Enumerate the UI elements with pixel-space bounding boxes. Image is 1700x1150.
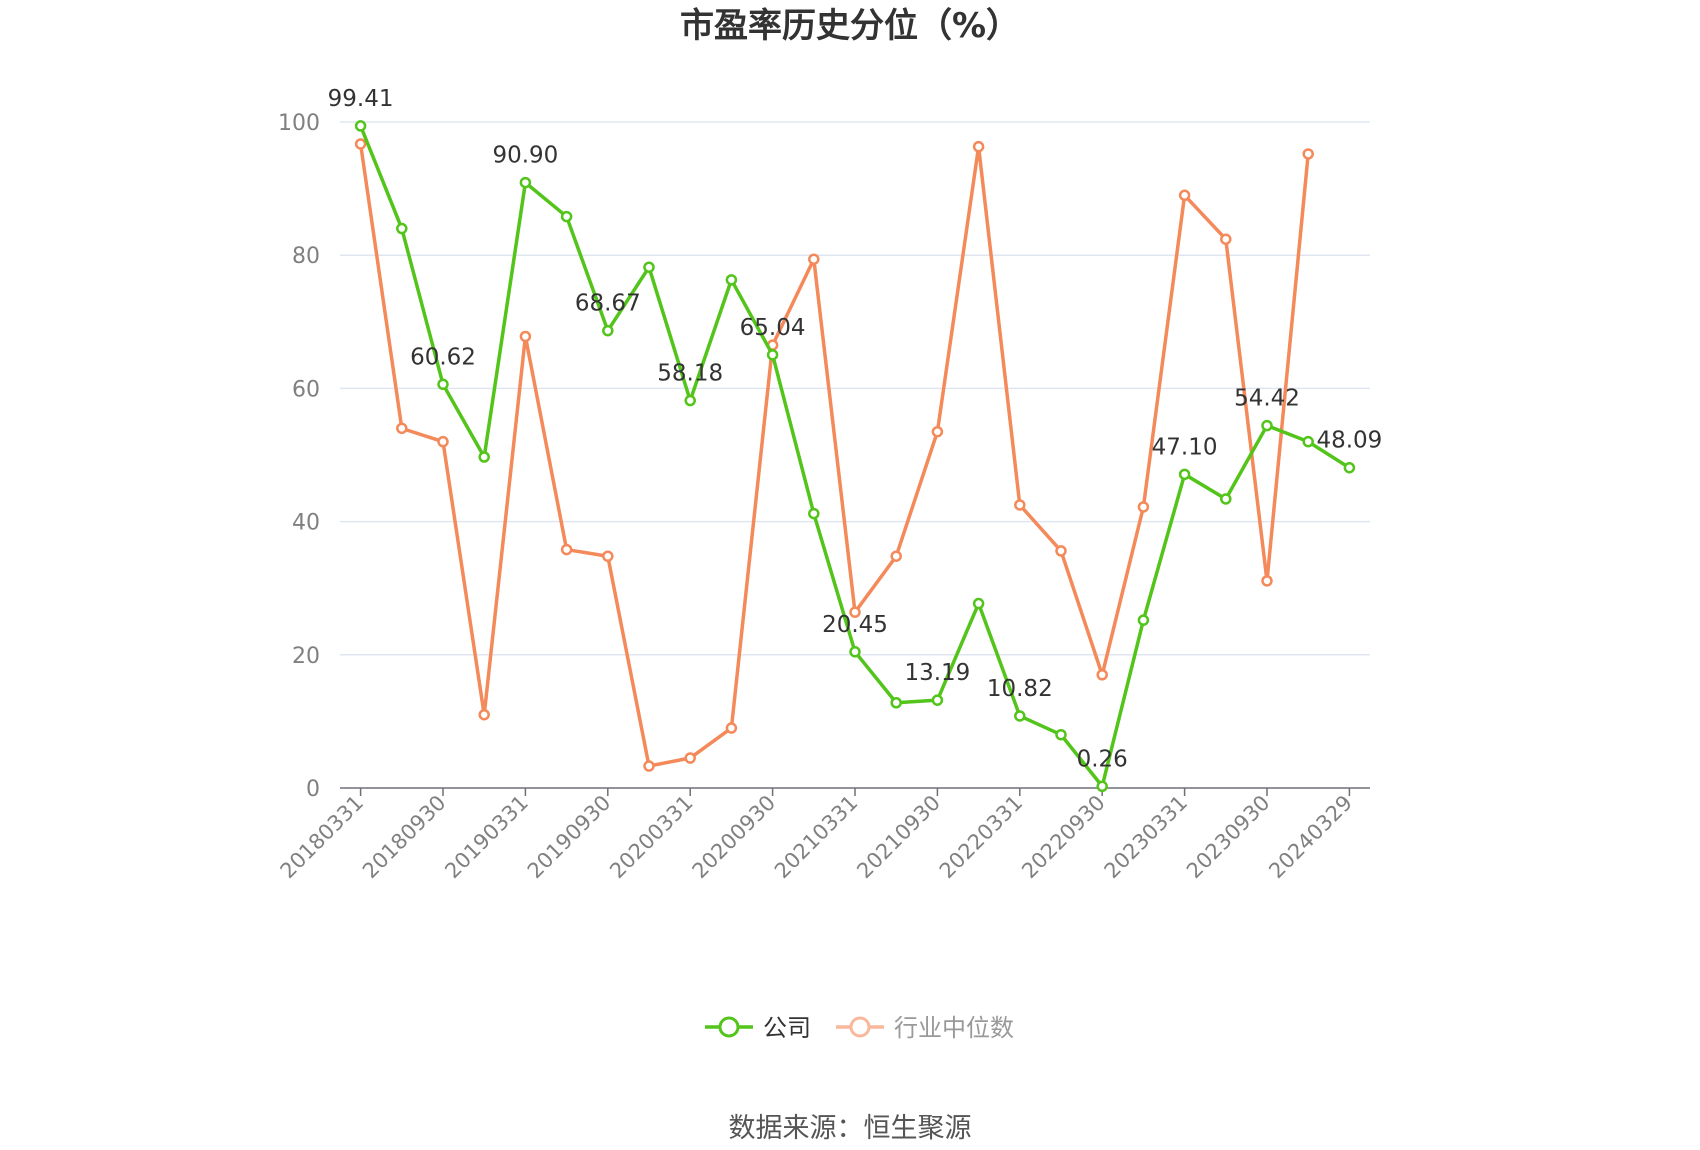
data-point: [643, 760, 655, 772]
y-tick-label: 20: [292, 644, 320, 669]
legend-marker: [718, 1016, 740, 1038]
data-label: 54.42: [1234, 386, 1300, 412]
data-point: [766, 349, 779, 361]
data-point: [1302, 148, 1314, 160]
data-point: [1220, 493, 1232, 505]
data-point: [849, 646, 861, 658]
data-point: [972, 140, 985, 153]
data-label: 99.41: [328, 86, 394, 112]
data-point: [519, 330, 532, 343]
chart-title: 市盈率历史分位（%）: [680, 6, 1020, 46]
x-tick-label: 20240329: [1264, 791, 1357, 884]
data-point: [890, 550, 902, 562]
data-point: [1137, 501, 1150, 513]
data-point: [684, 752, 696, 764]
data-label: 68.67: [575, 291, 641, 317]
x-tick-label: 20200930: [688, 791, 781, 884]
data-label: 0.26: [1077, 746, 1128, 772]
data-point: [1055, 728, 1067, 741]
data-point: [602, 550, 614, 562]
x-tick-label: 20180331: [276, 791, 369, 884]
data-label: 10.82: [987, 676, 1053, 702]
data-label: 65.04: [740, 315, 806, 341]
x-tick-label: 20210930: [852, 791, 945, 884]
data-point: [808, 253, 820, 265]
y-axis-ticks: 0 20 40 60 80 100: [278, 111, 320, 802]
legend-marker: [849, 1016, 871, 1038]
series-line: [358, 143, 1310, 768]
grid-lines: [340, 121, 1370, 656]
data-label: 58.18: [657, 361, 723, 387]
data-point: [602, 324, 614, 337]
x-tick-label: 20180930: [358, 791, 451, 884]
data-point: [1343, 461, 1356, 474]
data-point: [437, 378, 449, 391]
data-point: [396, 422, 408, 435]
data-point: [1178, 468, 1191, 481]
data-point: [849, 606, 861, 618]
data-point: [1178, 189, 1191, 202]
data-point: [1220, 233, 1232, 245]
x-tick-label: 20230331: [1100, 791, 1193, 884]
data-point: [1014, 710, 1026, 722]
data-point: [890, 697, 902, 709]
source-note: 数据来源：恒生聚源: [729, 1113, 972, 1144]
data-point: [643, 261, 655, 273]
x-axis: 2018033120180930201903312019093020200331…: [276, 787, 1370, 884]
data-point: [1302, 435, 1314, 448]
data-point: [1014, 499, 1026, 511]
data-point: [1055, 545, 1067, 557]
x-tick-label: 20190930: [523, 791, 616, 884]
data-point: [725, 274, 738, 286]
y-tick-label: 80: [292, 244, 320, 269]
data-point: [1137, 614, 1150, 626]
data-label: 47.10: [1152, 434, 1218, 460]
data-point: [808, 507, 820, 520]
data-point: [560, 543, 573, 556]
x-tick-label: 20200331: [605, 791, 698, 884]
data-point: [478, 451, 490, 463]
data-point: [478, 708, 490, 721]
legend-label: 公司: [763, 1014, 811, 1042]
x-tick-label: 20220930: [1017, 791, 1110, 884]
legend-item[interactable]: 公司: [705, 1014, 811, 1042]
data-point: [725, 722, 738, 734]
y-tick-label: 100: [278, 111, 320, 136]
series-lines: [354, 120, 1356, 793]
data-point: [931, 425, 944, 438]
legend-label: 行业中位数: [894, 1014, 1014, 1042]
data-point: [437, 435, 449, 448]
data-point: [1261, 419, 1273, 432]
data-label: 48.09: [1316, 428, 1382, 454]
data-label: 13.19: [904, 660, 970, 686]
data-point: [1096, 780, 1108, 793]
data-point: [396, 222, 408, 235]
data-point: [519, 176, 532, 189]
x-tick-label: 20230930: [1182, 791, 1275, 884]
data-point: [684, 394, 696, 407]
data-point: [560, 210, 573, 223]
data-label: 20.45: [822, 612, 888, 638]
data-point: [354, 120, 367, 132]
x-tick-label: 20210331: [770, 791, 863, 884]
legend-item[interactable]: 行业中位数: [836, 1014, 1014, 1042]
legend[interactable]: 公司 行业中位数: [705, 1014, 1014, 1042]
data-point: [931, 694, 944, 706]
data-label: 90.90: [492, 143, 558, 169]
x-tick-label: 20190331: [440, 791, 533, 884]
data-point: [1096, 669, 1108, 681]
data-labels: 99.41 60.62 90.90 68.67 58.18 65.04 20.45 13.19…: [328, 86, 1383, 772]
data-point: [972, 597, 985, 610]
y-tick-label: 60: [292, 377, 320, 402]
data-point: [354, 138, 367, 150]
data-label: 60.62: [410, 344, 476, 370]
data-point: [1261, 575, 1273, 587]
y-tick-label: 0: [306, 777, 320, 802]
y-tick-label: 40: [292, 511, 320, 536]
x-tick-label: 20220331: [935, 791, 1028, 884]
